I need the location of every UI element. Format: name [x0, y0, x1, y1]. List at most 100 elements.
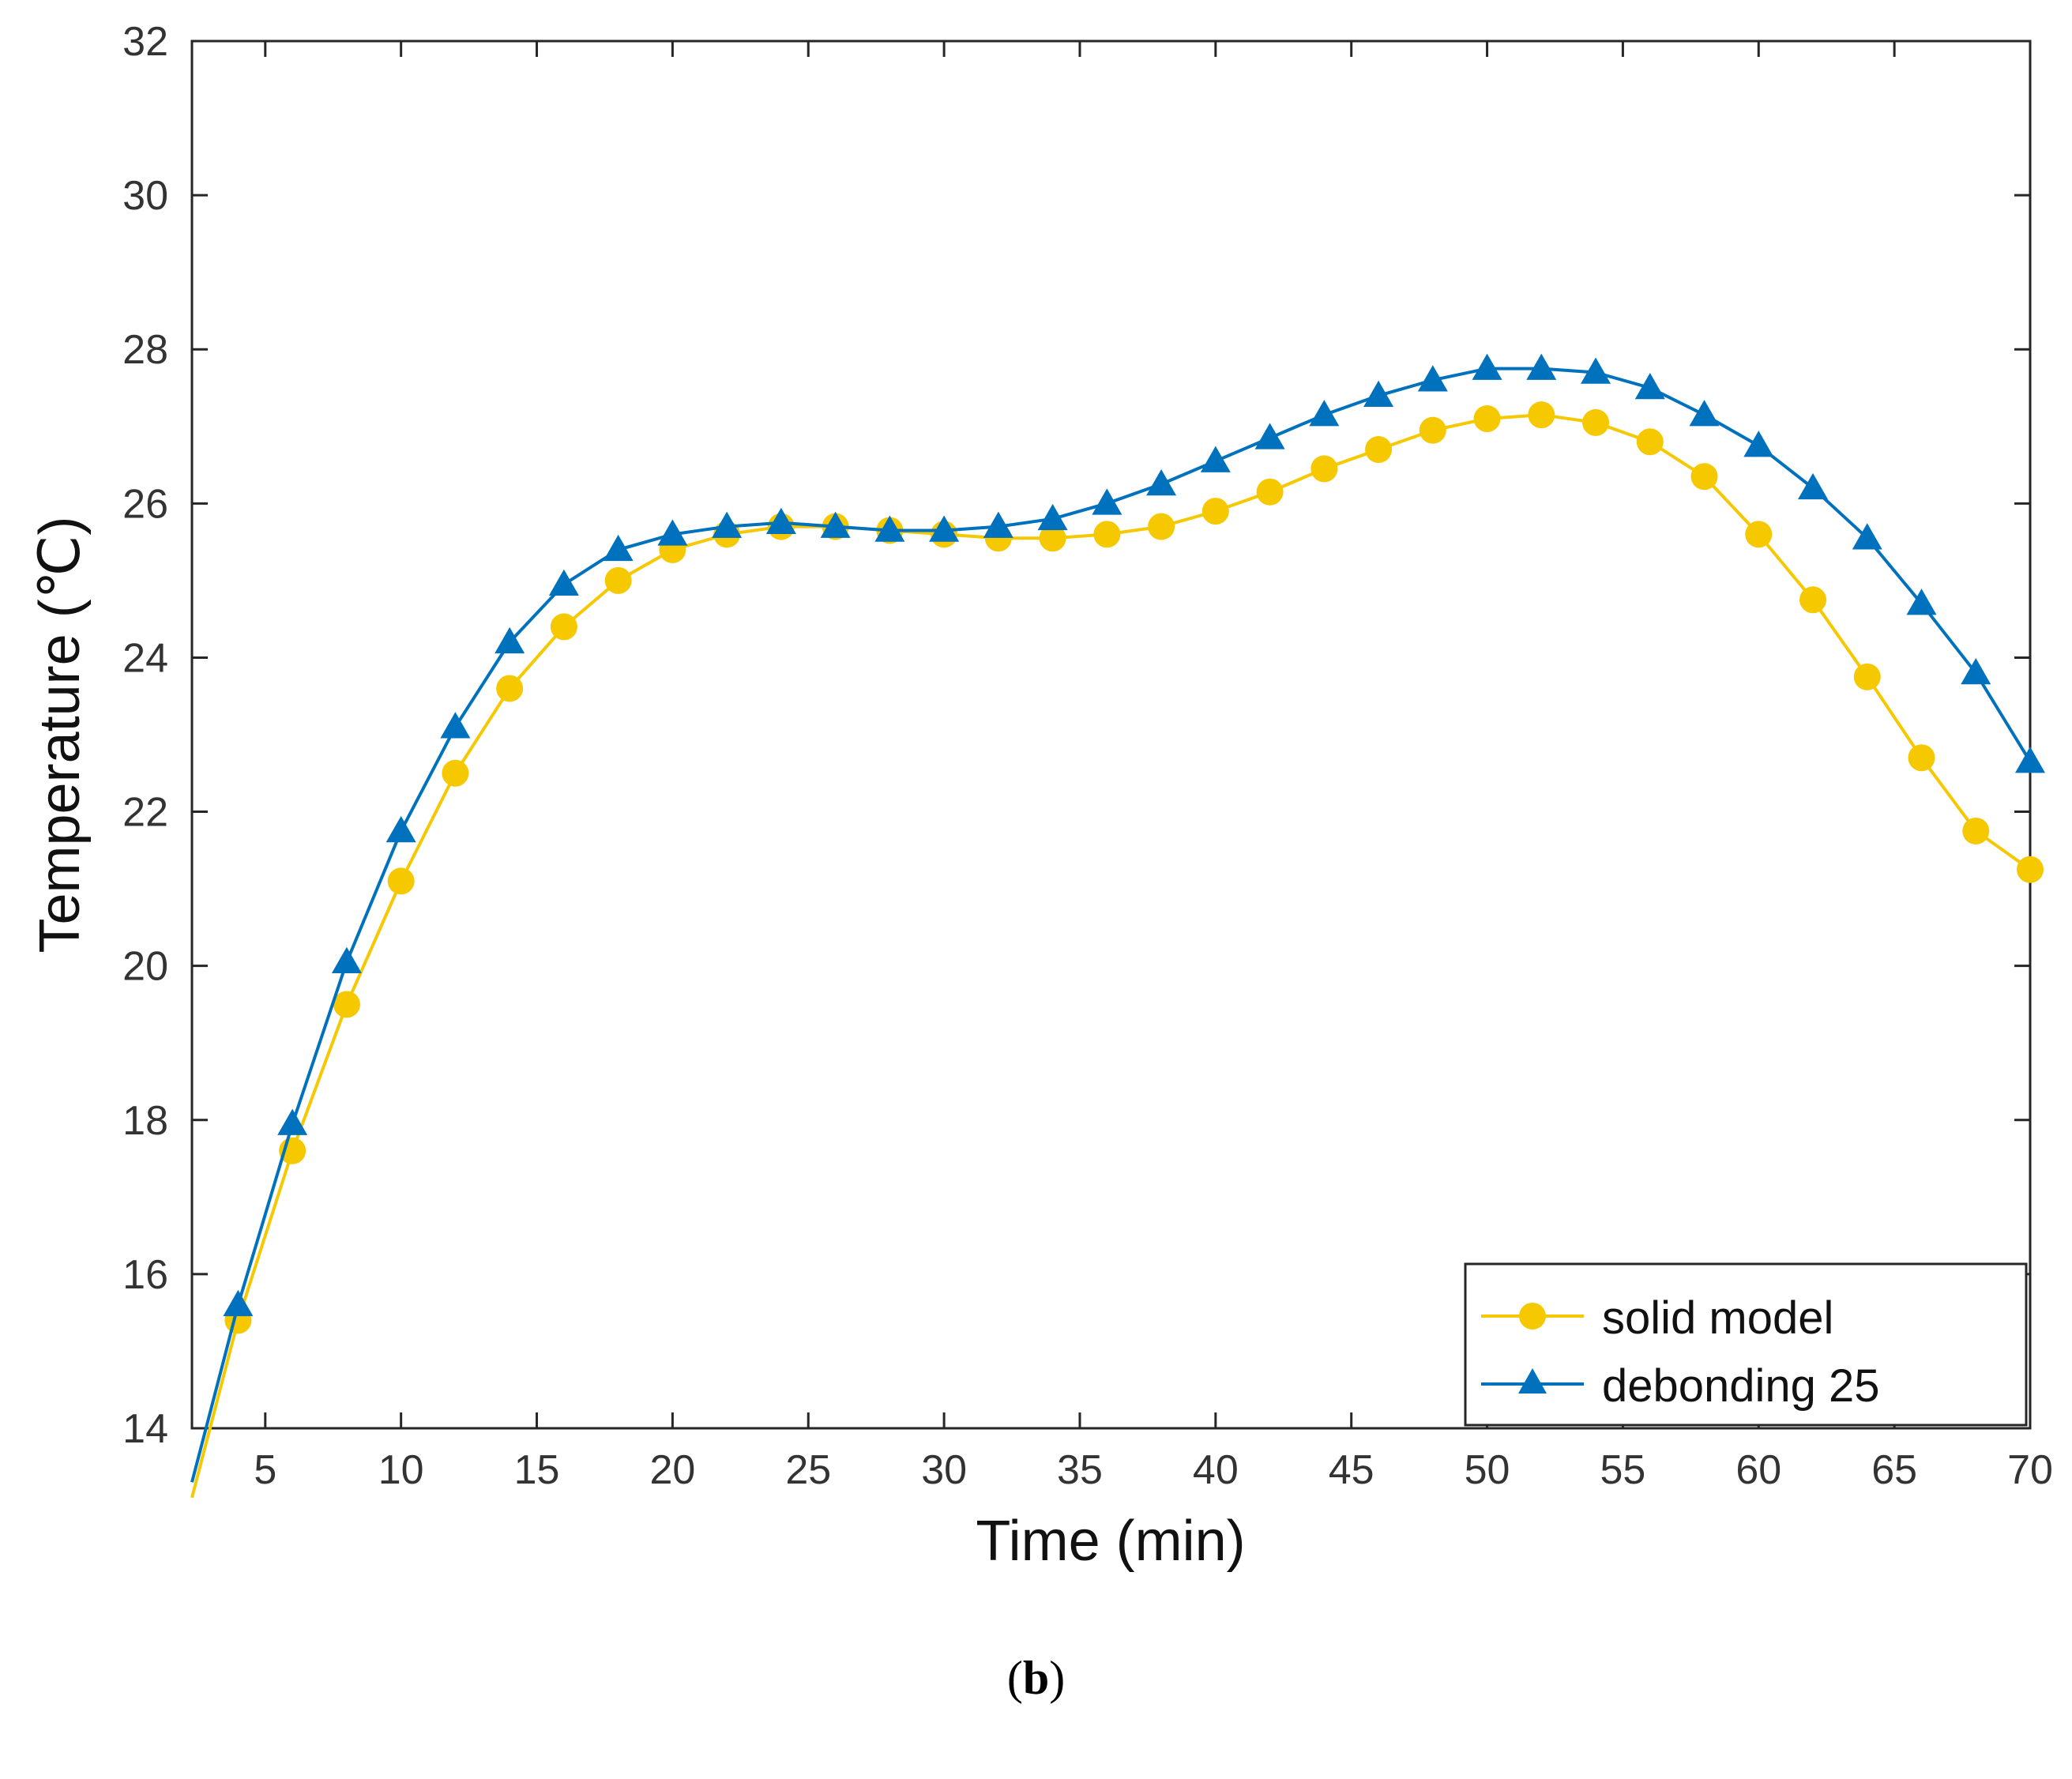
data-point-solid-model — [1690, 463, 1718, 491]
legend: solid model debonding 25 — [1464, 1262, 2028, 1427]
data-point-debonding-25 — [712, 511, 743, 538]
data-point-debonding-25 — [1037, 503, 1068, 531]
y-tick-label: 16 — [122, 1252, 168, 1298]
x-tick-label: 15 — [514, 1447, 560, 1493]
data-point-debonding-25 — [1689, 400, 1720, 427]
data-point-debonding-25 — [603, 534, 634, 562]
data-point-solid-model — [387, 867, 415, 895]
data-point-debonding-25 — [1200, 446, 1231, 472]
legend-marker-debonding-25 — [1518, 1368, 1547, 1393]
data-point-solid-model — [1962, 817, 1990, 844]
data-point-solid-model — [1365, 436, 1393, 464]
y-axis-label: Temperature (℃) — [28, 516, 92, 953]
caption-open-paren: ( — [1006, 1652, 1023, 1704]
data-point-debonding-25 — [1743, 431, 1774, 457]
data-point-solid-model — [604, 566, 632, 594]
data-point-debonding-25 — [1634, 373, 1665, 400]
data-point-debonding-25 — [1146, 468, 1177, 496]
x-tick-label: 60 — [1735, 1447, 1781, 1493]
data-point-solid-model — [1582, 408, 1610, 436]
data-point-solid-model — [1473, 405, 1501, 433]
data-point-solid-model — [1419, 416, 1446, 444]
x-tick-label: 20 — [649, 1447, 695, 1493]
y-tick-label: 24 — [122, 635, 168, 681]
data-point-debonding-25 — [874, 515, 905, 542]
data-point-debonding-25 — [820, 511, 851, 538]
data-point-debonding-25 — [1254, 423, 1285, 449]
data-point-debonding-25 — [331, 946, 362, 974]
data-point-solid-model — [496, 675, 524, 702]
data-point-debonding-25 — [1798, 472, 1829, 500]
y-tick-label: 14 — [122, 1406, 168, 1452]
data-point-debonding-25 — [1526, 353, 1557, 380]
legend-box — [1464, 1262, 2028, 1427]
x-tick-label: 5 — [254, 1447, 276, 1493]
data-point-debonding-25 — [1363, 380, 1394, 408]
y-tick-label: 26 — [122, 481, 168, 527]
data-point-debonding-25 — [1906, 589, 1937, 615]
data-point-debonding-25 — [223, 1289, 254, 1317]
data-point-solid-model — [1636, 428, 1664, 456]
x-tick-label: 35 — [1057, 1447, 1103, 1493]
legend-marker-solid-model — [1519, 1303, 1546, 1330]
data-point-debonding-25 — [2015, 747, 2045, 773]
data-point-debonding-25 — [548, 569, 579, 596]
data-point-solid-model — [550, 613, 577, 641]
data-point-solid-model — [1908, 744, 1935, 772]
x-tick-label: 25 — [785, 1447, 831, 1493]
data-point-solid-model — [1256, 478, 1284, 506]
x-tick-label: 50 — [1465, 1447, 1510, 1493]
caption-close-paren: ) — [1049, 1652, 1066, 1704]
y-tick-label: 20 — [122, 944, 168, 990]
data-point-debonding-25 — [277, 1108, 308, 1135]
data-point-solid-model — [1093, 521, 1121, 548]
figure-caption: (b) — [0, 1651, 2072, 1706]
data-point-solid-model — [1853, 663, 1881, 690]
series-layer — [190, 353, 2045, 1499]
x-tick-label: 70 — [2007, 1447, 2053, 1493]
data-point-solid-model — [1201, 498, 1229, 525]
legend-label-solid-model: solid model — [1602, 1292, 1833, 1344]
x-tick-labels: 5 10 15 20 25 30 35 40 45 50 55 60 65 70 — [254, 1447, 2053, 1493]
y-tick-label: 28 — [122, 327, 168, 373]
data-point-debonding-25 — [440, 712, 471, 739]
x-tick-label: 10 — [378, 1447, 424, 1493]
data-point-debonding-25 — [1092, 488, 1122, 515]
data-point-solid-model — [333, 991, 360, 1018]
data-point-solid-model — [1039, 525, 1066, 552]
x-tick-label: 45 — [1329, 1447, 1374, 1493]
data-point-debonding-25 — [765, 507, 796, 534]
y-tick-label: 22 — [122, 790, 168, 836]
data-point-debonding-25 — [1852, 523, 1882, 550]
data-point-solid-model — [1148, 513, 1175, 540]
data-point-debonding-25 — [1472, 353, 1502, 380]
data-point-debonding-25 — [1961, 657, 1991, 685]
data-point-debonding-25 — [1309, 400, 1340, 427]
data-point-debonding-25 — [657, 519, 688, 546]
data-point-debonding-25 — [1581, 357, 1611, 384]
data-point-solid-model — [1745, 521, 1773, 548]
data-point-debonding-25 — [983, 511, 1013, 538]
data-point-debonding-25 — [929, 515, 960, 542]
x-tick-label: 30 — [921, 1447, 967, 1493]
y-tick-label: 30 — [122, 173, 168, 219]
legend-label-debonding-25: debonding 25 — [1602, 1360, 1880, 1412]
x-axis-label: Time (min) — [976, 1510, 1245, 1573]
x-tick-label: 40 — [1193, 1447, 1239, 1493]
caption-letter: b — [1022, 1652, 1050, 1704]
y-tick-label: 32 — [122, 19, 168, 65]
data-point-debonding-25 — [1417, 365, 1448, 392]
data-point-debonding-25 — [494, 626, 525, 654]
data-point-solid-model — [442, 759, 469, 787]
data-point-solid-model — [1311, 455, 1338, 483]
y-tick-labels: 14 16 18 20 22 24 26 28 30 32 — [122, 19, 168, 1452]
plot-area — [190, 39, 2032, 1430]
series-debonding-25 — [190, 353, 2045, 1483]
x-tick-label: 65 — [1871, 1447, 1917, 1493]
data-point-debonding-25 — [385, 815, 416, 843]
x-tick-label: 55 — [1600, 1447, 1645, 1493]
data-point-solid-model — [1528, 401, 1555, 429]
data-point-solid-model — [2017, 856, 2044, 883]
y-tick-label: 18 — [122, 1098, 168, 1144]
